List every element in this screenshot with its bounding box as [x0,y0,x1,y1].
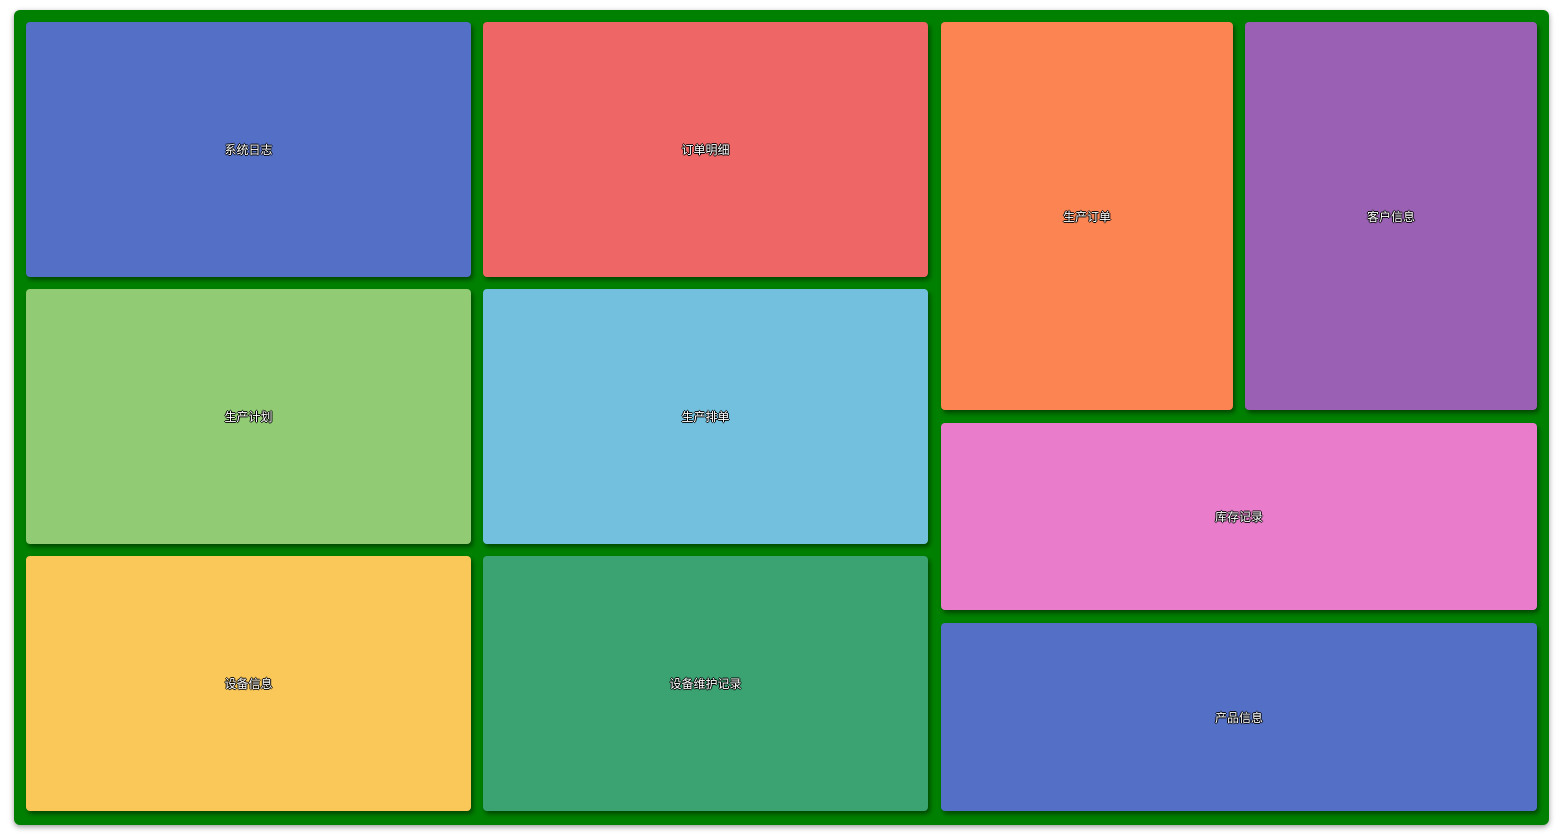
tile[interactable]: 客户信息 [1245,22,1537,410]
tile[interactable]: 设备信息 [26,556,471,811]
tile-label: 生产订单 [1062,209,1111,224]
tile-label: 产品信息 [1214,710,1263,725]
tile[interactable]: 库存记录 [941,423,1537,610]
tile-label: 订单明细 [681,143,730,157]
tile[interactable]: 设备维护记录 [483,556,928,811]
tile-label: 系统日志 [224,143,273,157]
tile[interactable]: 生产订单 [941,22,1233,410]
tile[interactable]: 生产排单 [483,289,928,544]
tile-label: 设备信息 [224,677,273,691]
tile-label: 客户信息 [1366,209,1415,224]
tile-label: 生产计划 [224,410,273,424]
tile-label: 生产排单 [681,410,730,424]
tile[interactable]: 系统日志 [26,22,471,277]
tile[interactable]: 订单明细 [483,22,928,277]
tile[interactable]: 产品信息 [941,623,1537,811]
tile-label: 库存记录 [1214,510,1263,524]
tile[interactable]: 生产计划 [26,289,471,544]
treemap-frame: 系统日志 订单明细 生产订单 客户信息 生产计划 生产排单 库存记录 设备信息 … [14,10,1549,825]
tile-label: 设备维护记录 [669,677,742,691]
